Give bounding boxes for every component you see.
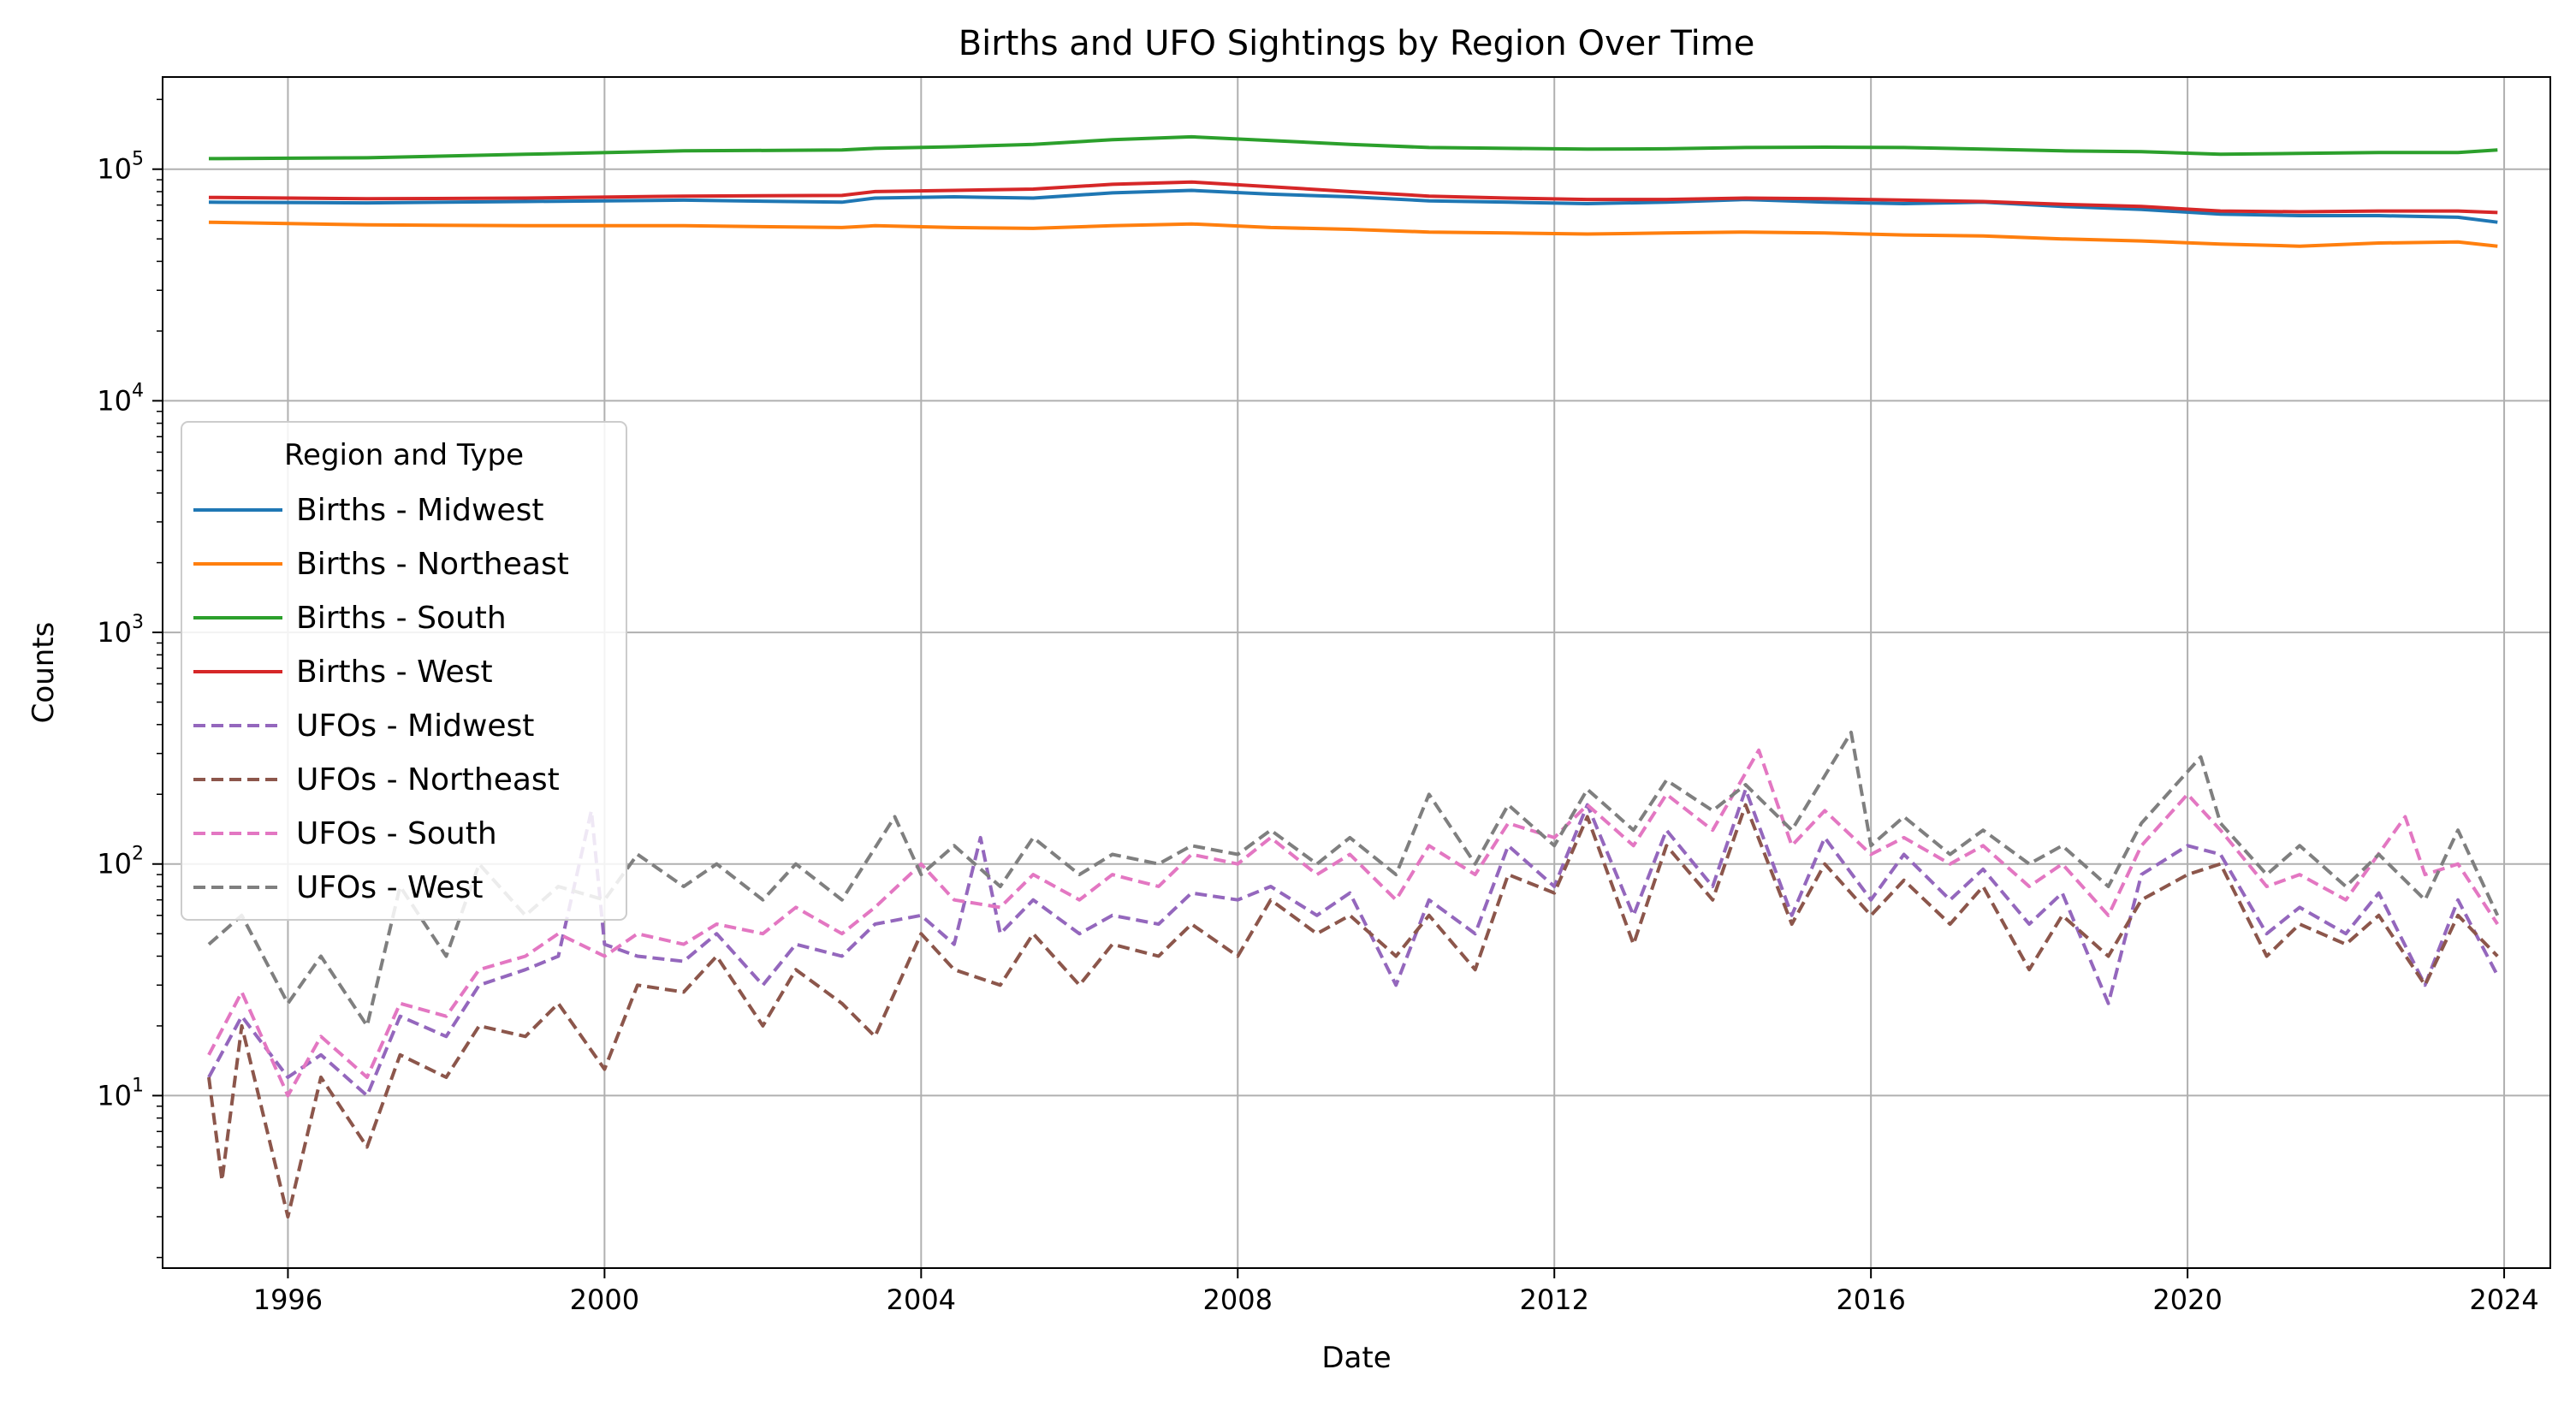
x-tick-label: 2012 <box>1519 1283 1588 1316</box>
series-line-ufos-midwest <box>207 787 2500 1098</box>
x-tick-label: 2016 <box>1836 1283 1905 1316</box>
y-tick-label: 105 <box>97 149 144 186</box>
x-tick-label: 2020 <box>2152 1283 2222 1316</box>
series-line-births-west <box>208 180 2498 215</box>
legend-box <box>181 421 627 921</box>
y-tick-label: 104 <box>97 380 144 417</box>
legend-label-births-south: Births - South <box>296 601 507 636</box>
axis-ticks: 1996 2000 2004 2008 2012 2016 2020 2024 101 102 10… <box>97 98 2539 1316</box>
x-tick-label: 1996 <box>253 1283 323 1316</box>
x-tick-label: 2008 <box>1203 1283 1273 1316</box>
legend-label-ufos-west: UFOs - West <box>296 870 484 905</box>
series-line-ufos-west <box>207 730 2500 1028</box>
legend-label-ufos-south: UFOs - South <box>296 816 497 851</box>
plot-area <box>207 134 2500 1218</box>
legend-label-births-midwest: Births - Midwest <box>296 493 543 528</box>
series-line-ufos-south <box>207 748 2499 1098</box>
axes-frame <box>162 76 2551 1269</box>
legend: Region and Type Births - Midwest Births - … <box>181 421 627 921</box>
series-line-births-midwest <box>208 188 2498 224</box>
y-tick-label: 102 <box>97 844 144 880</box>
x-tick-label: 2004 <box>887 1283 956 1316</box>
y-tick-label: 103 <box>97 612 144 649</box>
chart-title: Births and UFO Sightings by Region Over … <box>959 24 1755 63</box>
legend-label-births-northeast: Births - Northeast <box>296 547 569 582</box>
legend-label-ufos-midwest: UFOs - Midwest <box>296 708 534 744</box>
x-tick-label: 2000 <box>570 1283 639 1316</box>
y-axis-label: Counts <box>27 622 61 724</box>
x-axis-label: Date <box>1321 1341 1391 1375</box>
series-line-births-south <box>208 134 2498 161</box>
y-tick-label: 101 <box>97 1075 144 1112</box>
series-line-births-northeast <box>208 220 2498 248</box>
legend-label-ufos-northeast: UFOs - Northeast <box>296 762 560 797</box>
legend-label-births-west: Births - West <box>296 655 493 690</box>
x-tick-label: 2024 <box>2469 1283 2538 1316</box>
legend-title: Region and Type <box>284 438 524 472</box>
series-line-ufos-northeast <box>207 803 2499 1218</box>
